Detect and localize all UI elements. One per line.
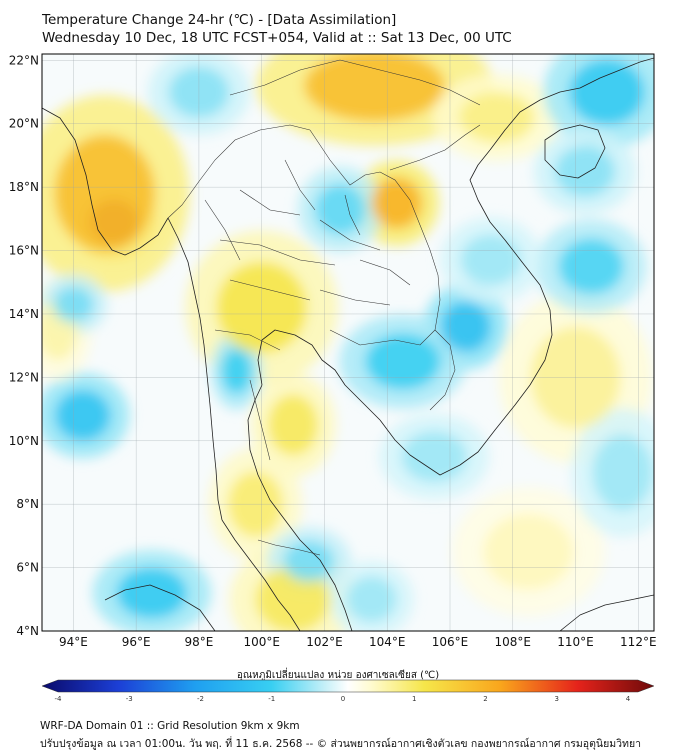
anomaly-core-8 <box>459 92 535 143</box>
coastline-vietnam-east <box>469 149 553 386</box>
coastline-sumatra <box>104 584 216 631</box>
lon-tick-label: 98°E <box>184 635 213 649</box>
anomaly-core-14 <box>116 567 187 619</box>
border-thailand-cambodia <box>329 329 436 346</box>
border-thailand-malaysia <box>257 539 321 556</box>
coastline-mekong <box>379 384 531 476</box>
colorbar: -4 -3 -2 -1 0 1 2 3 4 <box>41 679 655 703</box>
credit-line: ปรับปรุงข้อมูล ณ เวลา 01:00น. วัน พฤ. ที… <box>40 738 642 750</box>
colorbar-tick-label: -4 <box>55 695 63 703</box>
anomaly-core-11 <box>440 301 491 353</box>
colorbar-tick-label: 1 <box>412 695 416 703</box>
lon-tick-label: 96°E <box>122 635 151 649</box>
border-china-north <box>229 59 481 106</box>
coastline-myanmar-west <box>42 107 169 256</box>
lon-tick-label: 100°E <box>243 635 280 649</box>
lat-tick-label: 6°N <box>16 561 39 575</box>
coastline-hainan <box>544 124 606 179</box>
coastline-malay-west <box>221 519 301 631</box>
anomaly-core-3 <box>371 177 422 229</box>
lon-tick-label: 106°E <box>432 635 469 649</box>
border-cambodia-vietnam <box>429 329 456 411</box>
colorbar-title: อุณหภูมิเปลี่ยนแปลง หน่วย องศาเซลเซียส (… <box>236 670 440 681</box>
border-myanmar-thailand <box>167 124 311 219</box>
anomaly-core-5 <box>267 394 319 456</box>
anomaly-core-16 <box>315 183 366 235</box>
coastline-andaman-east <box>167 217 223 521</box>
lat-tick-label: 22°N <box>9 53 39 67</box>
provincial-lines-a <box>214 189 381 461</box>
anomaly-core-18 <box>554 145 616 197</box>
anomaly-core-22 <box>346 576 397 623</box>
colorbar-tick-label: -2 <box>197 695 204 703</box>
anomaly-core-1 <box>54 135 155 252</box>
colorbar-tick-label: 3 <box>555 695 559 703</box>
lat-tick-label: 8°N <box>16 497 39 511</box>
anomaly-core-2 <box>304 54 445 122</box>
lon-tick-label: 108°E <box>495 635 532 649</box>
lat-tick-label: 14°N <box>9 307 39 321</box>
lon-tick-label: 94°E <box>59 635 88 649</box>
border-thailand-laos <box>309 129 441 331</box>
colorbar-tick-label: 0 <box>341 695 345 703</box>
lat-tick-label: 4°N <box>16 624 39 638</box>
anomaly-core-7 <box>255 566 331 631</box>
colorbar-gradient <box>41 679 655 693</box>
anomaly-core-17 <box>569 59 645 126</box>
lon-tick-label: 104°E <box>369 635 406 649</box>
anomaly-core-19 <box>558 238 624 295</box>
anomaly-core-24 <box>460 234 521 286</box>
lon-tick-label: 102°E <box>306 635 343 649</box>
lat-tick-label: 12°N <box>9 370 39 384</box>
coastline-malay-east <box>247 384 353 631</box>
map-subtitle: Wednesday 10 Dec, 18 UTC FCST+054, Valid… <box>42 30 512 46</box>
lat-tick-label: 18°N <box>9 180 39 194</box>
provincial-lines-b <box>204 159 411 306</box>
model-info: WRF-DA Domain 01 :: Grid Resolution 9km … <box>40 720 300 732</box>
lat-tick-label: 20°N <box>9 117 39 131</box>
coastline-borneo <box>559 594 654 631</box>
temperature-change-map: 94°E 96°E 98°E 100°E 102°E 104°E 106°E 108°E 110… <box>9 53 657 649</box>
anomaly-core-20 <box>401 431 467 482</box>
colorbar-tick-label: -3 <box>126 695 133 703</box>
map-frame <box>41 53 655 632</box>
lat-tick-label: 10°N <box>9 434 39 448</box>
border-laos-vietnam <box>389 124 481 171</box>
colorbar-tick-label: 2 <box>483 695 487 703</box>
anomaly-core-10 <box>483 513 574 590</box>
anomaly-core-21 <box>283 540 334 582</box>
colorbar-tick-label: -1 <box>268 695 275 703</box>
colorbar-tick-label: 4 <box>626 695 631 703</box>
coastline-tonkin <box>489 57 654 151</box>
lon-tick-label: 110°E <box>557 635 594 649</box>
lon-tick-label: 112°E <box>620 635 657 649</box>
map-title: Temperature Change 24-hr (℃) - [Data Ass… <box>42 12 397 28</box>
anomaly-core-23 <box>592 434 653 511</box>
anomaly-core-13 <box>55 390 111 441</box>
anomaly-core-12 <box>365 333 441 390</box>
anomaly-core-15 <box>221 348 252 394</box>
lat-tick-label: 16°N <box>9 244 39 258</box>
coastline-gulf-thailand <box>257 329 381 421</box>
